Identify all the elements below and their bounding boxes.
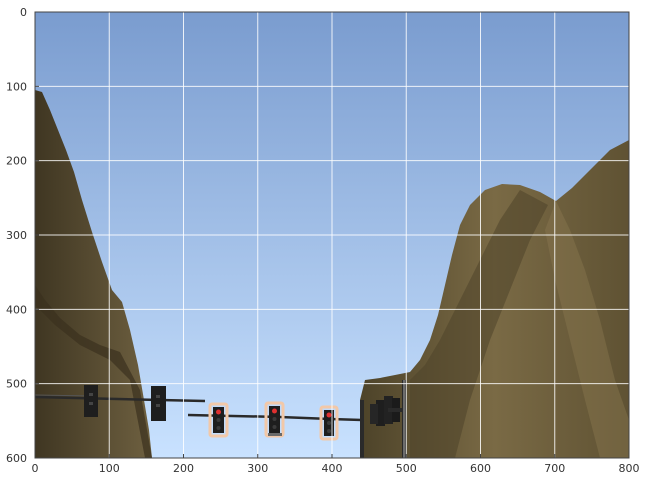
main-signal-mast [187, 380, 406, 458]
x-tick-label: 0 [32, 462, 39, 475]
x-tick-label: 700 [544, 462, 565, 475]
traffic-light-left-2 [151, 386, 166, 421]
x-axis: 0 100 200 300 400 500 600 700 800 [32, 454, 640, 475]
y-tick-label: 400 [6, 303, 27, 316]
traffic-light-red-3 [319, 405, 339, 441]
mast-pole-1 [360, 400, 364, 458]
y-tick-label: 600 [6, 452, 27, 465]
y-tick-label: 100 [6, 80, 27, 93]
y-tick-label: 200 [6, 155, 27, 168]
y-tick-label: 300 [6, 229, 27, 242]
left-hill-ridge [35, 285, 152, 458]
right-hill-ridge [545, 201, 629, 458]
x-tick-label: 200 [173, 462, 194, 475]
x-tick-label: 800 [619, 462, 640, 475]
traffic-light-red-1 [208, 402, 229, 438]
y-axis: 0 100 200 300 400 500 600 [6, 6, 39, 465]
x-tick-label: 500 [396, 462, 417, 475]
traffic-light-left-1 [84, 385, 98, 417]
x-tick-label: 300 [247, 462, 268, 475]
red-lamp [326, 412, 332, 418]
x-tick-label: 400 [322, 462, 343, 475]
traffic-light-red-2 [264, 401, 285, 438]
right-hill-shadow [410, 190, 548, 458]
y-tick-label: 0 [20, 6, 27, 19]
red-lamp [272, 408, 277, 414]
traffic-light-cluster-right [370, 396, 402, 426]
red-lamp [216, 409, 221, 415]
x-tick-label: 600 [470, 462, 491, 475]
x-tick-label: 100 [99, 462, 120, 475]
y-tick-label: 500 [6, 378, 27, 391]
